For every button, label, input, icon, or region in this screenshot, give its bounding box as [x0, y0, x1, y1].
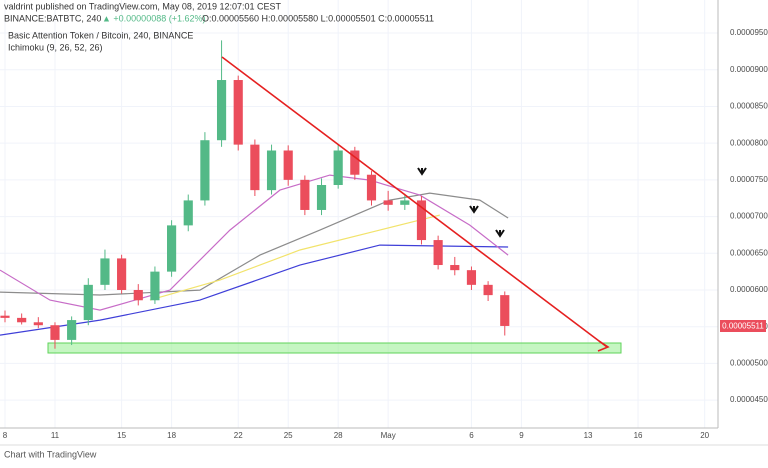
- candle-body: [33, 322, 43, 326]
- x-tick-label: 28: [334, 431, 343, 440]
- arrow-markers: [417, 167, 505, 238]
- x-tick-label: 20: [700, 431, 709, 440]
- candle-body: [83, 284, 93, 321]
- candle-body: [316, 185, 327, 210]
- ohlc: O:0.00005560 H:0.00005580 L:0.00005501 C…: [202, 13, 434, 23]
- y-tick-label: 0.00004500: [730, 395, 768, 404]
- header: valdrint published on TradingView.com, M…: [4, 1, 282, 11]
- candle-body: [483, 284, 493, 296]
- candle-body: [300, 179, 310, 210]
- symbol: BINANCE:BATBTC, 240: [4, 13, 101, 23]
- x-tick-label: 18: [167, 431, 176, 440]
- candle-body: [450, 265, 460, 271]
- x-tick-label: 13: [584, 431, 593, 440]
- indicator-label: Ichimoku (9, 26, 52, 26): [8, 42, 103, 52]
- candle-body: [117, 258, 127, 290]
- candle-body: [433, 240, 443, 266]
- change: ▲ +0.00000088 (+1.62%): [102, 13, 205, 23]
- candle-body: [283, 150, 293, 180]
- indicator-line: [0, 244, 509, 336]
- candle-body: [183, 200, 193, 226]
- candle-body: [133, 289, 143, 301]
- candle-body: [216, 80, 227, 141]
- footer: Chart with TradingView: [4, 449, 97, 459]
- x-tick-label: 15: [117, 431, 126, 440]
- candle-body: [350, 150, 360, 175]
- indicator-lines: [0, 174, 509, 336]
- indicator-line: [0, 192, 509, 296]
- arrow-down: [469, 205, 479, 214]
- x-tick-label: 6: [469, 431, 474, 440]
- candle-body: [17, 317, 27, 323]
- candle-body: [366, 174, 377, 201]
- candle-body: [383, 200, 393, 205]
- candle-body: [266, 150, 277, 191]
- candle-body: [416, 200, 427, 241]
- trend-line: [221, 56, 608, 348]
- last-price-box: [720, 320, 766, 332]
- chart-title: Basic Attention Token / Bitcoin, 240, BI…: [8, 30, 193, 40]
- candle-body: [67, 320, 77, 340]
- support-zone: [47, 342, 622, 354]
- last-price: 0.00005511: [722, 322, 764, 331]
- x-tick-label: 9: [519, 431, 524, 440]
- candle-body: [500, 295, 510, 326]
- x-tick-label: 8: [3, 431, 8, 440]
- candle-body: [400, 200, 410, 205]
- x-tick-label: 22: [234, 431, 243, 440]
- candle-body: [150, 271, 160, 301]
- x-tick-label: 16: [634, 431, 643, 440]
- candle-body: [233, 80, 243, 145]
- trend-arrow-head: [597, 340, 610, 352]
- arrow-down: [417, 167, 427, 176]
- x-tick-label: 25: [284, 431, 293, 440]
- x-tick-label: 11: [51, 431, 60, 440]
- candles: [0, 40, 510, 349]
- candle-body: [333, 150, 343, 186]
- candle-body: [250, 144, 260, 191]
- candle-body: [466, 270, 477, 285]
- candle-body: [0, 315, 10, 318]
- candle-body: [50, 325, 60, 340]
- candle-body: [100, 258, 110, 285]
- arrow-down: [495, 229, 505, 238]
- indicator-line: [149, 214, 440, 301]
- indicator-line: [0, 174, 509, 311]
- candle-body: [200, 140, 210, 201]
- candle-body: [167, 225, 177, 272]
- x-tick-label: May: [381, 431, 396, 440]
